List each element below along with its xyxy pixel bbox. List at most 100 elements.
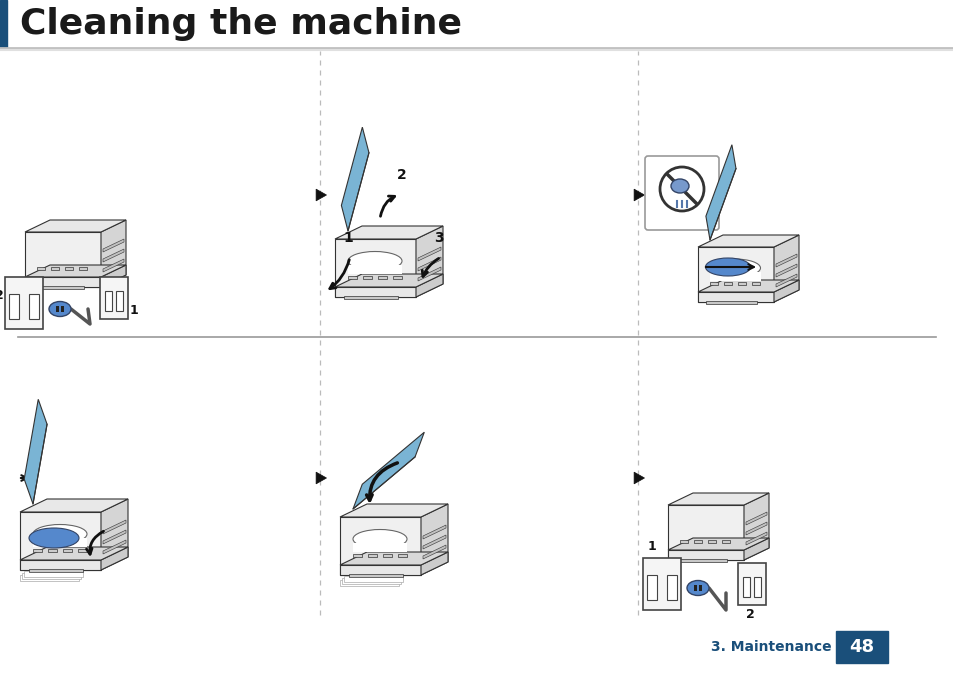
Polygon shape <box>315 189 326 201</box>
Polygon shape <box>25 220 126 232</box>
Bar <box>116 291 123 311</box>
Polygon shape <box>416 226 442 297</box>
Polygon shape <box>103 540 126 554</box>
Polygon shape <box>20 499 128 512</box>
Polygon shape <box>422 525 446 539</box>
Polygon shape <box>417 257 440 271</box>
Polygon shape <box>775 264 796 277</box>
Bar <box>709 272 760 281</box>
Bar <box>676 559 726 562</box>
Text: 48: 48 <box>848 638 874 656</box>
Ellipse shape <box>348 252 401 271</box>
Polygon shape <box>315 472 326 484</box>
Polygon shape <box>353 432 424 509</box>
Polygon shape <box>743 493 768 560</box>
Bar <box>0 0 953 47</box>
Polygon shape <box>101 220 126 287</box>
Bar <box>723 282 731 285</box>
Polygon shape <box>698 280 799 292</box>
Polygon shape <box>20 512 101 570</box>
Bar <box>100 277 128 319</box>
Bar <box>33 286 84 289</box>
Bar <box>377 276 387 279</box>
Bar <box>742 577 749 597</box>
Text: 3. Maintenance: 3. Maintenance <box>711 640 831 654</box>
FancyBboxPatch shape <box>644 156 719 230</box>
Bar <box>9 294 19 319</box>
Polygon shape <box>103 239 124 252</box>
Bar <box>642 558 680 610</box>
Polygon shape <box>335 287 416 297</box>
Bar <box>5 277 43 329</box>
Polygon shape <box>335 274 442 287</box>
Bar <box>78 549 87 552</box>
Polygon shape <box>698 235 799 247</box>
Polygon shape <box>422 535 446 549</box>
Bar <box>393 276 401 279</box>
Polygon shape <box>745 512 766 525</box>
Text: 1: 1 <box>130 304 138 317</box>
Polygon shape <box>775 254 796 267</box>
Polygon shape <box>22 573 81 579</box>
Polygon shape <box>101 547 128 570</box>
Polygon shape <box>743 538 768 560</box>
Bar <box>33 538 87 547</box>
Ellipse shape <box>49 302 71 317</box>
Ellipse shape <box>670 179 688 193</box>
Polygon shape <box>25 277 101 287</box>
Ellipse shape <box>29 528 79 548</box>
Polygon shape <box>101 265 126 287</box>
Bar <box>79 267 87 270</box>
Text: 1: 1 <box>647 540 656 553</box>
Polygon shape <box>667 550 743 560</box>
Ellipse shape <box>686 580 708 595</box>
Polygon shape <box>25 232 101 287</box>
Bar <box>738 563 765 605</box>
Bar <box>693 585 697 591</box>
Polygon shape <box>667 493 768 505</box>
Bar <box>29 294 39 319</box>
Bar <box>835 631 887 663</box>
Bar <box>37 267 45 270</box>
Polygon shape <box>420 504 448 575</box>
Bar <box>751 282 760 285</box>
Bar <box>56 306 59 312</box>
Bar <box>705 301 757 304</box>
Polygon shape <box>24 571 83 577</box>
Polygon shape <box>20 547 128 560</box>
Bar <box>65 267 73 270</box>
Bar <box>753 577 760 597</box>
Polygon shape <box>422 545 446 559</box>
Bar <box>63 549 71 552</box>
Polygon shape <box>745 522 766 535</box>
Bar <box>48 549 57 552</box>
Text: 2: 2 <box>0 289 4 302</box>
Polygon shape <box>667 505 743 560</box>
Polygon shape <box>634 472 644 484</box>
Polygon shape <box>101 499 128 570</box>
Bar <box>738 282 745 285</box>
Bar <box>0 0 7 47</box>
Polygon shape <box>103 259 124 272</box>
Bar <box>51 267 59 270</box>
Text: 2: 2 <box>745 608 754 621</box>
Bar <box>353 543 407 552</box>
Polygon shape <box>25 265 126 277</box>
Polygon shape <box>339 565 420 575</box>
Bar <box>105 291 112 311</box>
Polygon shape <box>417 267 440 281</box>
Polygon shape <box>773 235 799 302</box>
Bar <box>33 549 42 552</box>
Polygon shape <box>339 504 448 517</box>
Polygon shape <box>420 552 448 575</box>
Polygon shape <box>335 239 416 297</box>
Bar <box>397 554 407 557</box>
Bar <box>344 296 397 299</box>
Bar <box>368 554 376 557</box>
Polygon shape <box>20 560 101 570</box>
Ellipse shape <box>659 167 703 211</box>
Polygon shape <box>417 247 440 261</box>
Polygon shape <box>24 400 47 504</box>
Bar <box>363 276 372 279</box>
Polygon shape <box>705 144 735 240</box>
